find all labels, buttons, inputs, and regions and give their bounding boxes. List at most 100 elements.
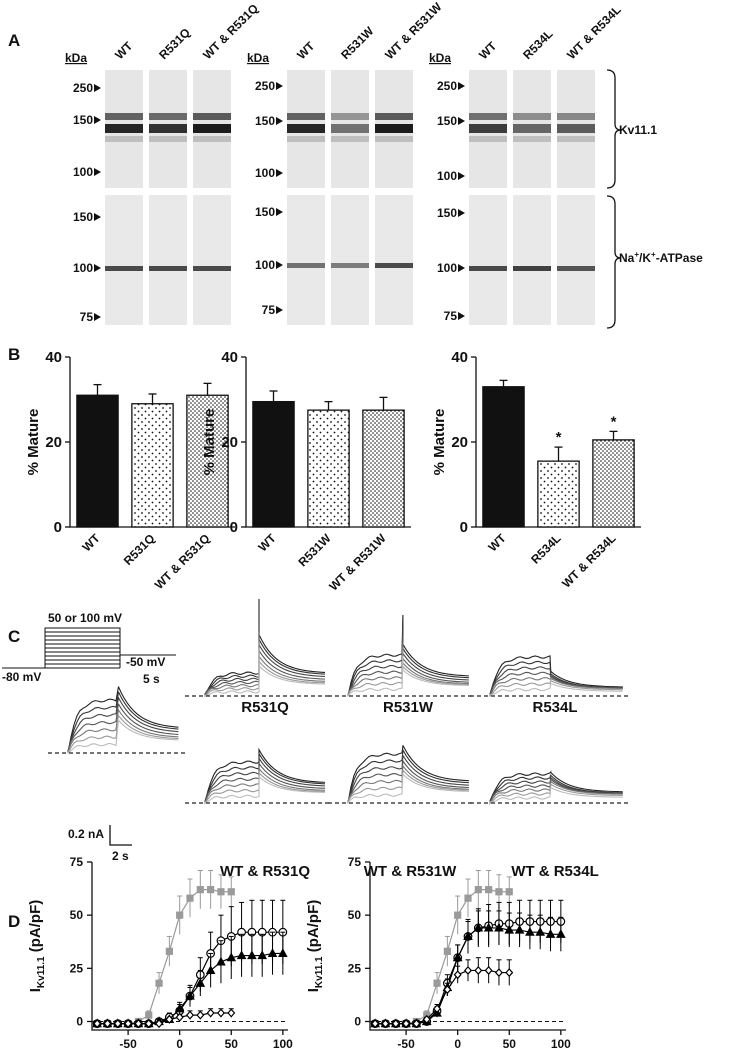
current-trace [347, 642, 469, 695]
trace-label: WT & R531W [364, 863, 457, 880]
current-trace [347, 649, 469, 695]
marker [504, 924, 515, 934]
y-tick-label: 0 [230, 519, 238, 536]
band [375, 113, 413, 120]
band [105, 113, 143, 120]
marker [186, 894, 194, 902]
marker [484, 965, 493, 975]
current-trace [204, 631, 326, 698]
marker-arrow [94, 116, 101, 124]
y-tick-label: 50 [348, 908, 362, 922]
band [557, 136, 595, 142]
band [557, 124, 595, 133]
marker-arrow [458, 117, 465, 125]
band [469, 124, 507, 133]
marker [145, 1011, 153, 1019]
marker [474, 886, 482, 894]
y-tick-label: 40 [451, 349, 468, 366]
x-tick-label: 0 [176, 1037, 183, 1050]
band [149, 266, 187, 271]
marker-arrow [276, 82, 283, 90]
band [469, 266, 507, 271]
band [331, 124, 369, 133]
kda-marker: 150 [73, 113, 93, 127]
marker [176, 911, 184, 919]
current-trace [204, 615, 326, 695]
current-trace [489, 679, 623, 698]
marker [185, 1010, 195, 1020]
significance-marker: * [611, 413, 617, 430]
series-line [97, 931, 283, 1025]
marker-arrow [94, 213, 101, 221]
label-part: Kv11.1 [36, 956, 47, 988]
y-tick-label: 0 [76, 1014, 83, 1028]
marker [278, 948, 288, 958]
trace-label: R531W [383, 699, 434, 716]
x-tick-label: 50 [225, 1037, 239, 1050]
marker [452, 952, 463, 962]
current-trace [204, 599, 326, 696]
kda-marker: 100 [437, 261, 457, 275]
band [513, 124, 551, 133]
current-trace [67, 714, 179, 754]
label-part: Kv11.1 [314, 956, 325, 988]
x-tick-label: R531W [295, 531, 334, 570]
current-trace [67, 703, 179, 752]
marker [257, 950, 268, 960]
panel-label: A [8, 31, 20, 50]
kda-marker: 150 [255, 114, 275, 128]
band [193, 136, 231, 142]
kda-marker: 250 [73, 81, 93, 95]
current-trace [204, 775, 326, 804]
marker [217, 888, 225, 896]
marker [422, 1014, 431, 1024]
current-trace [204, 756, 326, 802]
marker [371, 1019, 380, 1029]
marker [535, 926, 546, 936]
marker [454, 911, 462, 919]
label-part: Na [619, 251, 635, 265]
marker [495, 888, 503, 896]
kda-marker: 250 [255, 79, 275, 93]
marker [165, 1014, 174, 1024]
x-tick-label: 0 [454, 1037, 461, 1050]
blot-lane [105, 195, 143, 325]
y-tick-label: 25 [70, 961, 84, 975]
marker-arrow [276, 306, 283, 314]
bar [307, 409, 350, 528]
marker [174, 1003, 185, 1013]
panel-label: D [8, 912, 20, 931]
marker-arrow [458, 82, 465, 90]
current-trace [347, 773, 469, 805]
marker [216, 1008, 225, 1018]
current-trace [347, 628, 469, 696]
panel-label: C [8, 627, 20, 646]
lane-label: WT [294, 39, 318, 63]
blot-label: Kv11.1 [619, 123, 657, 137]
marker [463, 965, 473, 975]
axis-line [91, 862, 288, 1031]
current-trace [204, 751, 326, 802]
marker [391, 1019, 400, 1029]
kda-label: kDa [65, 51, 87, 65]
band [513, 113, 551, 120]
marker [144, 1019, 153, 1029]
trace-label: WT & R531Q [220, 863, 310, 880]
axis-line [369, 862, 566, 1031]
band [469, 113, 507, 120]
marker [433, 1004, 442, 1014]
blot-lane [331, 195, 369, 325]
kda-marker: 100 [73, 261, 93, 275]
marker [494, 968, 503, 978]
current-trace [204, 607, 326, 695]
kda-marker: 250 [437, 79, 457, 93]
y-tick-label: 75 [348, 855, 362, 869]
y-tick-label: 25 [348, 961, 362, 975]
marker [175, 1012, 184, 1022]
marker [93, 1019, 102, 1029]
band [105, 136, 143, 142]
y-tick-label: 0 [460, 519, 468, 536]
marker [206, 1008, 215, 1018]
y-axis-label: % Mature [25, 409, 42, 476]
bar [362, 409, 405, 528]
